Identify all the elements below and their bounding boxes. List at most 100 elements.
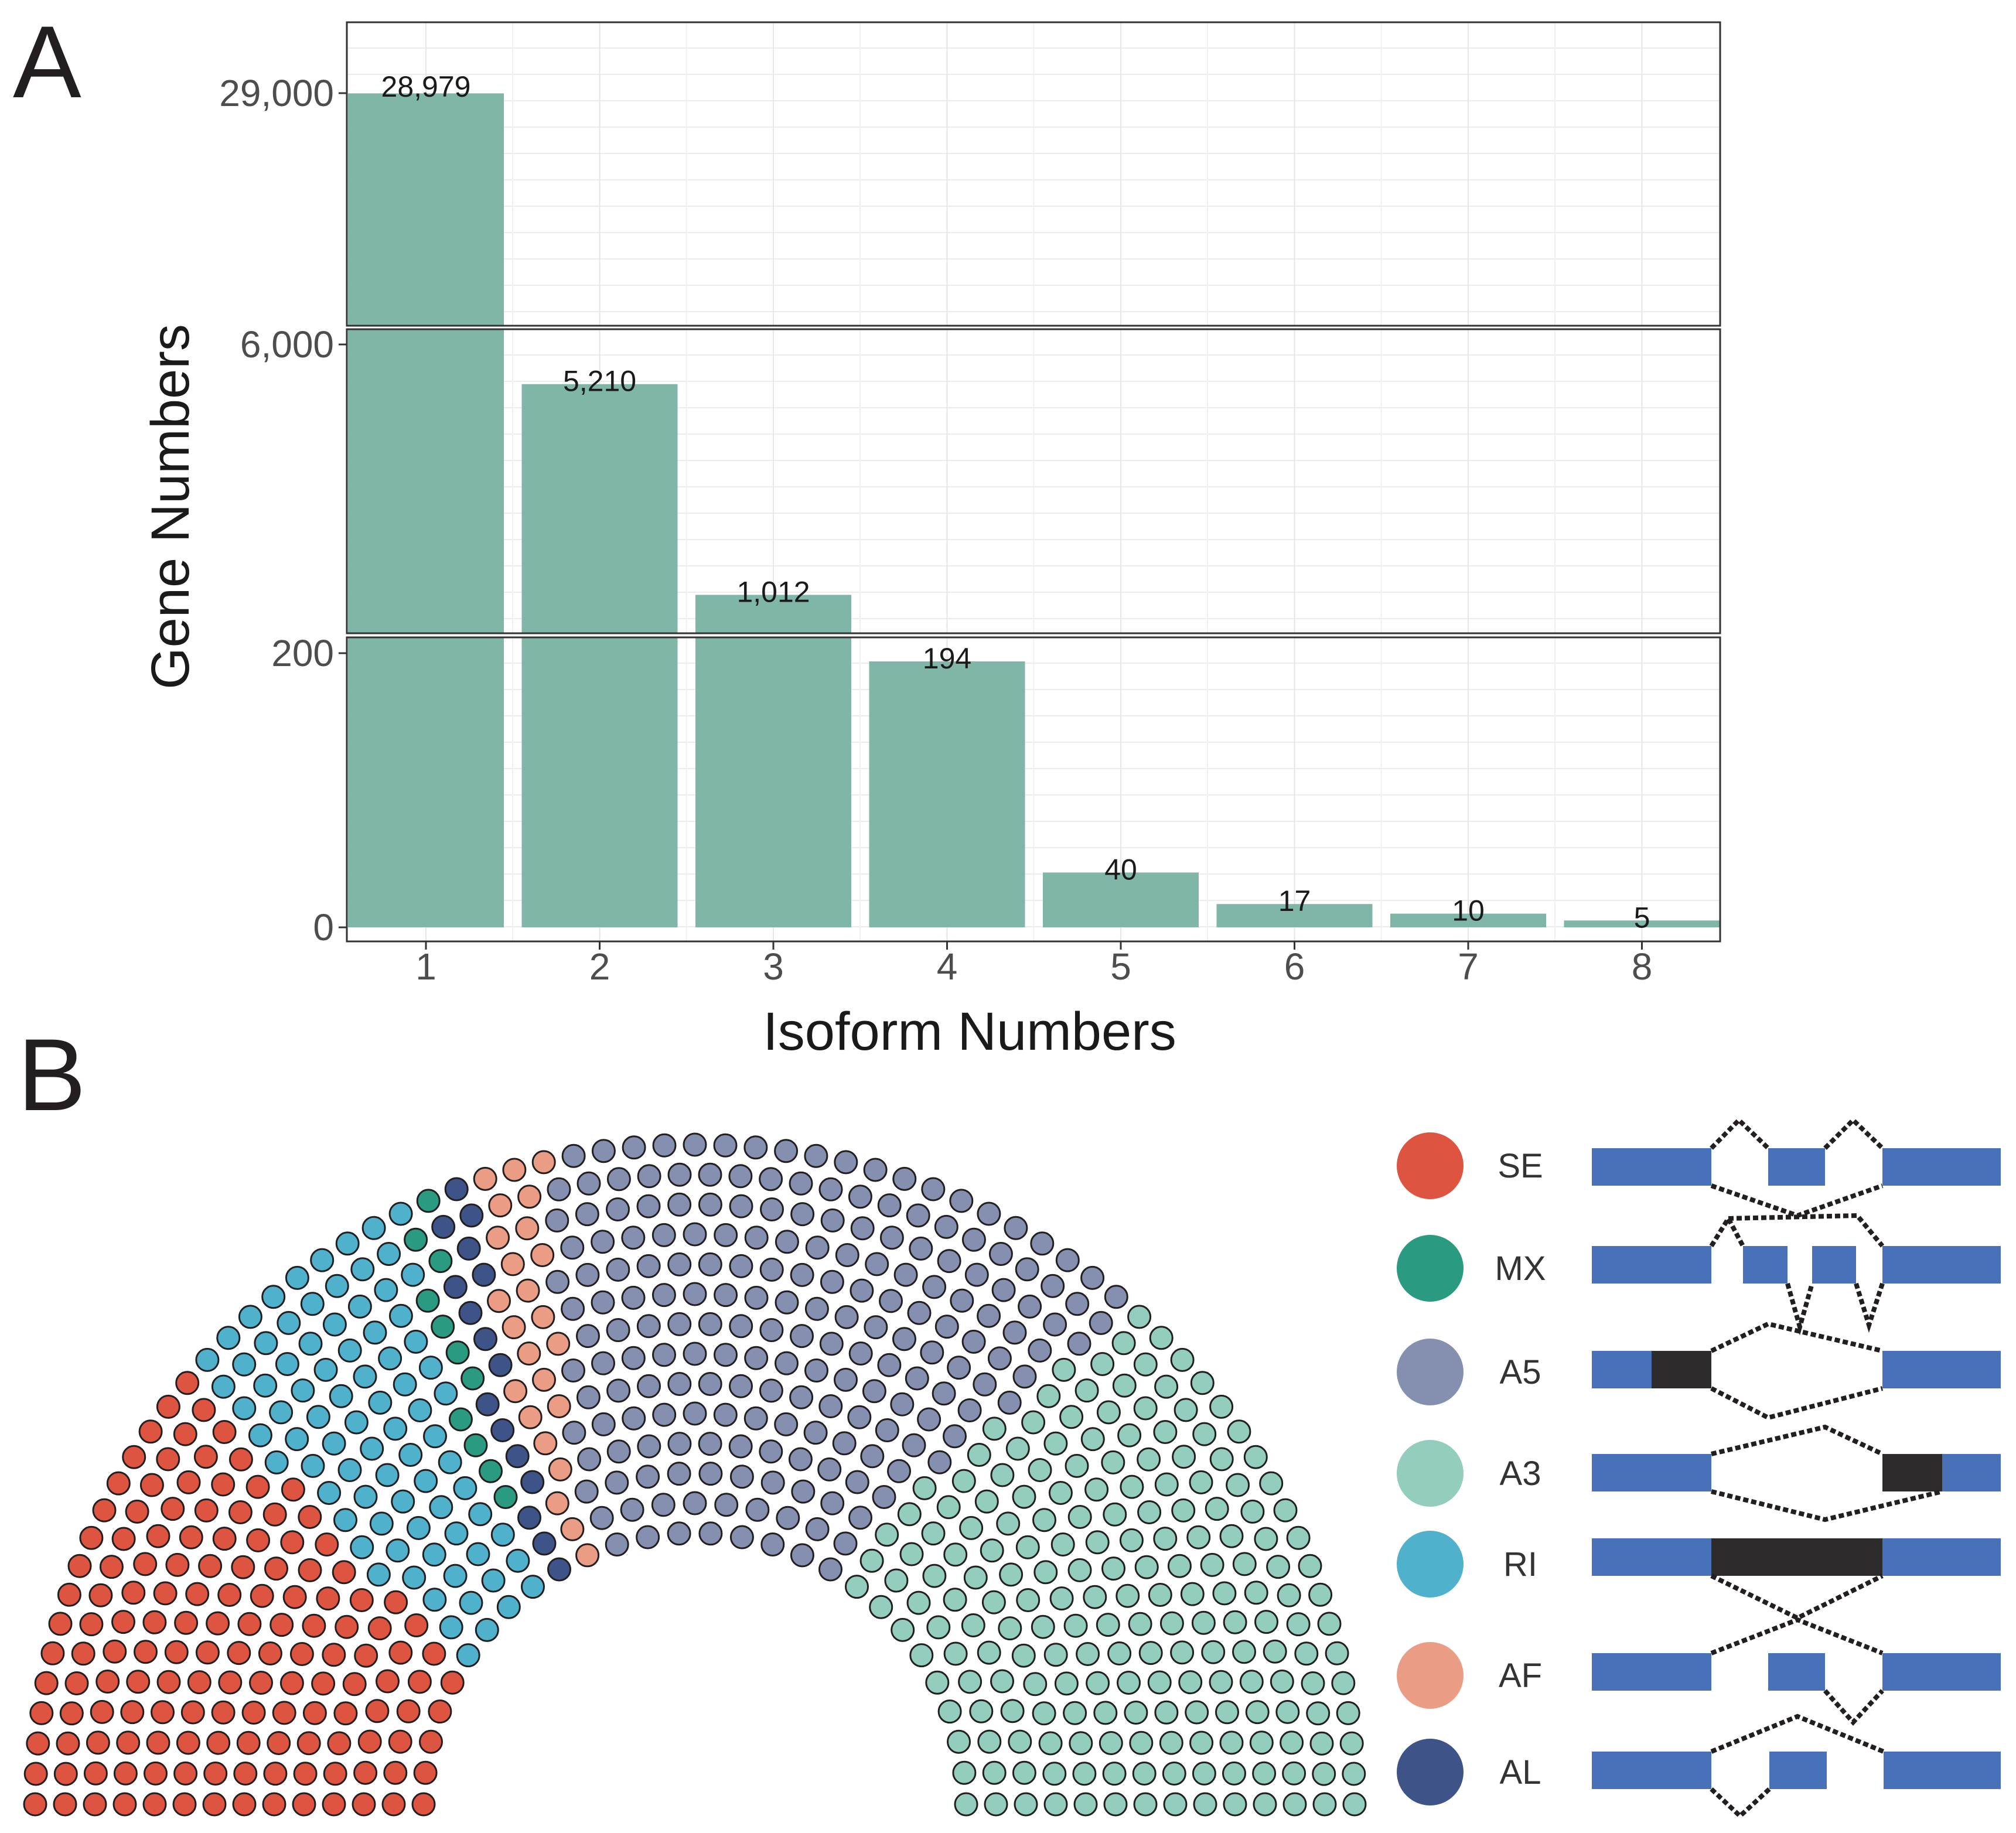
arc-dot-se — [193, 1445, 218, 1469]
arc-dot-a3 — [1154, 1374, 1179, 1399]
arc-dot-a3 — [1170, 1640, 1195, 1665]
arc-dot-mx — [479, 1459, 503, 1483]
arc-dot-a5 — [698, 1462, 723, 1486]
arc-dot-a3 — [1249, 1730, 1274, 1755]
arc-dot-ri — [353, 1364, 377, 1389]
arc-dot-se — [161, 1497, 185, 1521]
arc-dot-a3 — [1132, 1762, 1157, 1786]
arc-dot-a3 — [982, 1416, 1007, 1441]
arc-dot-se — [103, 1639, 127, 1664]
arc-dot-se — [231, 1555, 255, 1579]
arc-dot-al — [473, 1327, 497, 1351]
arc-dot-a3 — [1226, 1473, 1250, 1497]
diagram-af — [1592, 1617, 2001, 1726]
arc-dot-se — [218, 1670, 243, 1695]
arc-dot-a3 — [1090, 1352, 1115, 1376]
arc-dot-se — [228, 1447, 253, 1472]
arc-dot-se — [302, 1701, 327, 1725]
arc-dot-a3 — [1252, 1761, 1277, 1786]
arc-dot-a3 — [1147, 1670, 1172, 1695]
arc-dot-se — [315, 1532, 339, 1556]
arc-dot-a5 — [683, 1491, 707, 1515]
arc-dot-se — [228, 1500, 253, 1524]
arc-dot-ri — [277, 1310, 301, 1335]
arc-dot-a5 — [862, 1379, 886, 1404]
arc-dot-se — [262, 1502, 287, 1527]
arc-dot-a5 — [683, 1401, 707, 1426]
legend-swatch-mx — [1397, 1235, 1464, 1302]
legend-label-a5: A5 — [1500, 1353, 1541, 1391]
arc-dot-se — [267, 1731, 291, 1755]
arc-dot-a5 — [1065, 1292, 1090, 1316]
arc-dot-a3 — [1192, 1422, 1217, 1446]
arc-dot-a5 — [1004, 1216, 1028, 1240]
arc-dot-a3 — [1209, 1670, 1233, 1694]
arc-dot-a3 — [1174, 1398, 1198, 1422]
legend-label-ri: RI — [1503, 1545, 1537, 1583]
arc-dot-a5 — [621, 1346, 646, 1370]
arc-dot-se — [165, 1552, 190, 1577]
arc-dot-a5 — [818, 1177, 843, 1201]
arc-dot-ri — [360, 1436, 384, 1461]
arc-dot-se — [95, 1670, 120, 1694]
arc-dot-a3 — [1119, 1528, 1144, 1552]
arc-dot-a3 — [1096, 1400, 1121, 1425]
arc-dot-se — [56, 1731, 80, 1756]
arc-dot-a3 — [1282, 1761, 1307, 1786]
arc-dot-a3 — [990, 1463, 1015, 1487]
arc-dot-ri — [406, 1515, 431, 1540]
arc-dot-se — [233, 1762, 258, 1786]
arc-dot-se — [232, 1792, 257, 1817]
arc-dot-a3 — [1266, 1555, 1291, 1579]
arc-dot-a3 — [1263, 1639, 1287, 1664]
arc-dot-a5 — [902, 1433, 926, 1457]
arc-dot-ri — [468, 1502, 493, 1527]
arc-dot-se — [293, 1762, 318, 1786]
arc-dot-a5 — [577, 1447, 602, 1472]
arc-dot-a5 — [791, 1479, 816, 1504]
arc-dot-a3 — [1286, 1612, 1311, 1637]
arc-dot-al — [547, 1557, 571, 1582]
arc-dot-a3 — [1099, 1731, 1123, 1755]
bar-8 — [1564, 920, 1720, 927]
arc-dot-se — [381, 1792, 406, 1817]
arc-dot-a3 — [1227, 1419, 1251, 1444]
arc-dot-se — [173, 1761, 198, 1786]
arc-dot-a5 — [636, 1194, 661, 1218]
arc-dot-a5 — [547, 1177, 571, 1201]
arc-dot-a5 — [1030, 1231, 1055, 1256]
arc-dot-se — [206, 1730, 231, 1755]
arc-dot-mx — [404, 1227, 428, 1252]
arc-dot-a3 — [1312, 1762, 1336, 1786]
arc-dot-a3 — [1103, 1792, 1128, 1817]
x-tick-label: 4 — [937, 945, 958, 988]
arc-dot-a3 — [1137, 1447, 1161, 1472]
legend-label-mx: MX — [1495, 1250, 1546, 1288]
arc-dot-ri — [456, 1643, 480, 1668]
arc-dot-a3 — [1008, 1729, 1032, 1754]
arc-dot-af — [546, 1332, 571, 1356]
arc-dot-a5 — [729, 1525, 754, 1549]
arc-dot-af — [530, 1243, 555, 1267]
arc-dot-a5 — [964, 1262, 989, 1287]
arc-dot-a5 — [820, 1269, 844, 1294]
arc-dot-a3 — [1038, 1731, 1063, 1756]
arc-dot-a3 — [1277, 1583, 1301, 1607]
arc-dot-a3 — [952, 1760, 977, 1785]
arc-dot-a5 — [1043, 1312, 1067, 1337]
arc-dot-a3 — [897, 1502, 922, 1527]
arc-dot-se — [212, 1527, 237, 1551]
arc-dot-a3 — [1153, 1420, 1178, 1444]
arc-dot-se — [180, 1700, 205, 1725]
arc-dot-a3 — [1186, 1525, 1211, 1549]
arc-dot-af — [518, 1405, 543, 1429]
bars — [344, 93, 1722, 928]
arc-dot-a5 — [683, 1132, 707, 1157]
panel-frame-0 — [346, 21, 1721, 327]
arc-dot-ri — [404, 1329, 428, 1354]
arc-dot-se — [264, 1556, 288, 1581]
arc-dot-a5 — [848, 1342, 873, 1366]
arc-dot-se — [316, 1586, 340, 1611]
panel-frame-1 — [346, 328, 1721, 634]
arc-dot-a3 — [1050, 1532, 1075, 1556]
